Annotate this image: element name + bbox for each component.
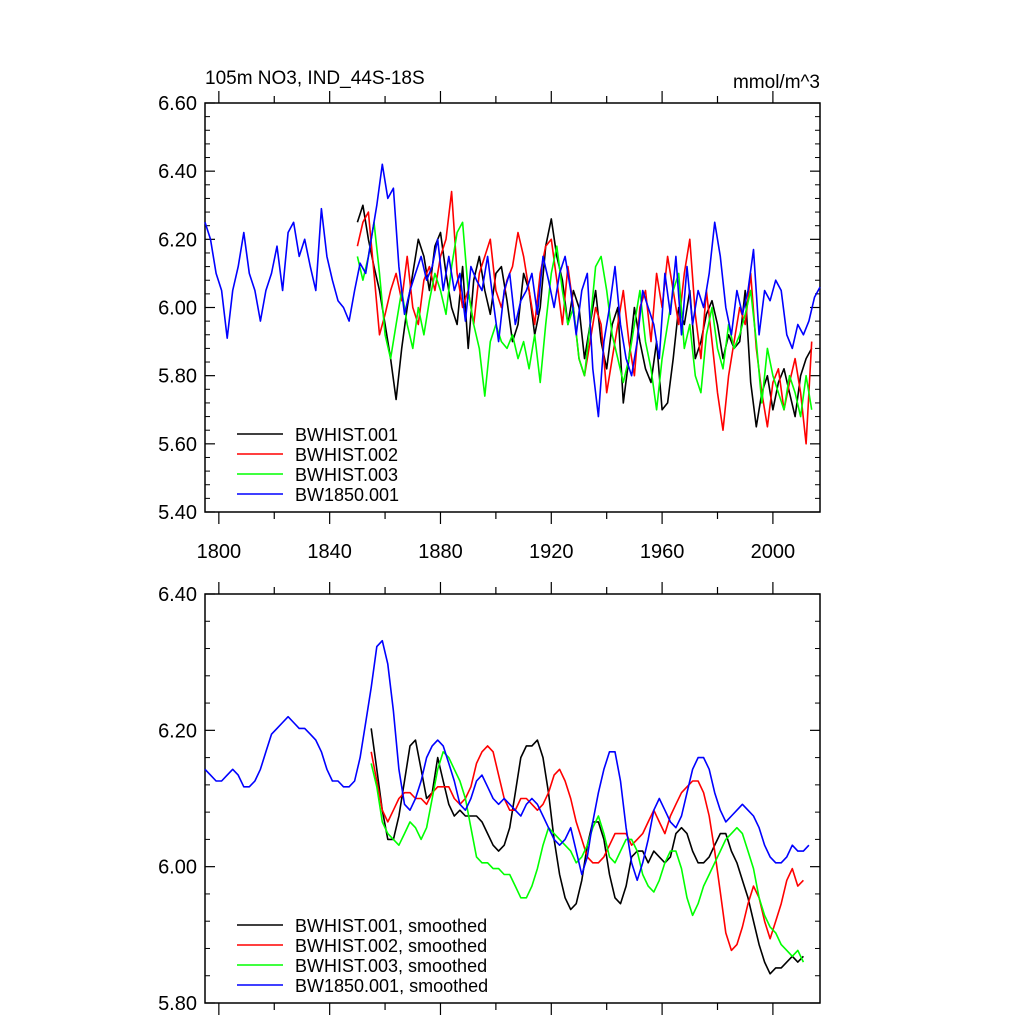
- y-tick-label: 5.60: [158, 434, 197, 456]
- series-line-0: [356, 204, 813, 428]
- legend-entry: BWHIST.002, smoothed: [295, 936, 487, 956]
- series-line-2: [370, 750, 805, 963]
- series-line-2: [356, 221, 813, 418]
- legend-entry: BWHIST.002: [295, 445, 398, 465]
- legend-entry: BWHIST.003: [295, 465, 398, 485]
- top-panel: 5.40 5.60 5.80 6.00 6.20 6.40 6.60 1800 1840 1880…: [158, 91, 821, 563]
- y-tick-label: 6.20: [158, 720, 197, 742]
- y-tick-label: 5.80: [158, 366, 197, 388]
- units-label: mmol/m^3: [733, 72, 820, 93]
- y-tick-label: 6.00: [158, 857, 197, 879]
- chart-title: 105m NO3, IND_44S-18S: [205, 68, 425, 89]
- x-tick-label: 1800: [197, 541, 242, 563]
- y-tick-label: 6.20: [158, 229, 197, 251]
- y-tick-label: 6.40: [158, 584, 197, 606]
- legend-entry: BW1850.001: [295, 485, 399, 505]
- y-tick-label: 5.40: [158, 502, 197, 524]
- series-line-3: [204, 163, 821, 418]
- y-tick-label: 6.40: [158, 161, 197, 183]
- y-tick-label: 5.80: [158, 993, 197, 1015]
- x-tick-label: 1880: [418, 541, 463, 563]
- x-tick-label: 1840: [307, 541, 352, 563]
- x-tick-label: 2000: [751, 541, 796, 563]
- legend-entry: BWHIST.001: [295, 425, 398, 445]
- plot-frame: [204, 593, 821, 1004]
- series-line-3: [204, 639, 810, 882]
- legend-entry: BWHIST.003, smoothed: [295, 956, 487, 976]
- y-tick-label: 6.60: [158, 93, 197, 115]
- legend-entry: BW1850.001, smoothed: [295, 976, 488, 996]
- x-tick-label: 1960: [640, 541, 685, 563]
- x-tick-label: 1920: [529, 541, 574, 563]
- legend-entry: BWHIST.001, smoothed: [295, 916, 487, 936]
- y-tick-label: 6.00: [158, 298, 197, 320]
